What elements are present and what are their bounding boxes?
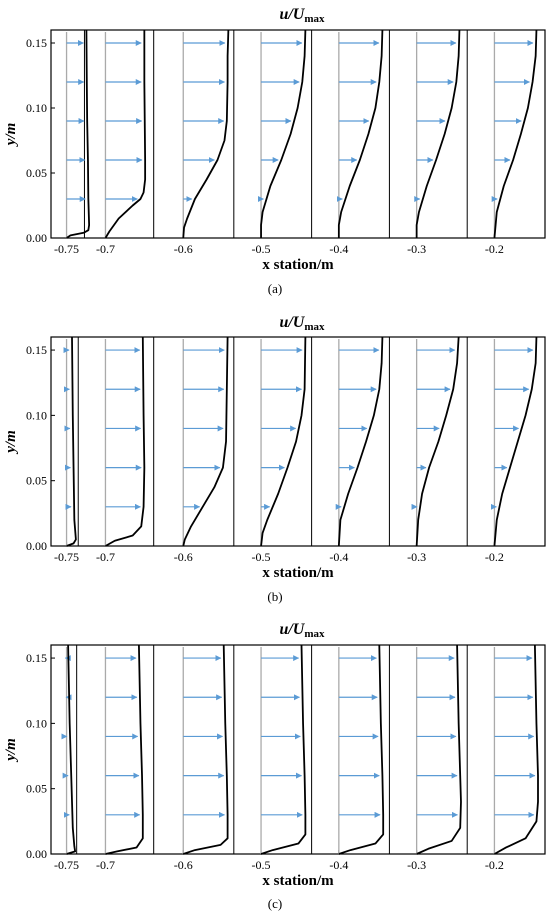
station-5: [411, 336, 460, 547]
velocity-profile: [493, 29, 538, 239]
x-tick-label: -0.2: [485, 550, 504, 564]
station-6: [493, 644, 539, 855]
x-axis-label: x station/m: [262, 873, 334, 889]
y-tick-label: 0.15: [26, 651, 47, 665]
station-2: [182, 336, 229, 547]
velocity-profile: [182, 29, 230, 239]
y-tick-label: 0.10: [26, 716, 47, 730]
y-tick-label: 0.00: [26, 231, 47, 245]
chart-title: u/Umax: [279, 621, 325, 640]
y-axis-label: y/m: [3, 738, 19, 763]
y-tick-label: 0.00: [26, 847, 47, 861]
x-axis-label: x station/m: [262, 257, 334, 273]
panel-caption: (a): [268, 281, 282, 296]
x-tick-label: -0.6: [174, 550, 193, 564]
station-2: [182, 29, 230, 239]
station-3: [260, 644, 307, 855]
panel-c: u/Umax 0.00 0.05 0.10 0.15 -0.75 -0.7 -0.6 -0.5 -…: [3, 621, 546, 911]
panel-b: u/Umax 0.00 0.05 0.10 0.15 -0.75 -0.7 -0.6 -0.5 -…: [3, 314, 546, 604]
velocity-profile: [338, 644, 385, 855]
station-0: [63, 336, 77, 547]
station-1: [104, 30, 147, 239]
velocity-profile: [105, 644, 144, 855]
velocity-profile: [260, 29, 307, 238]
velocity-profile: [105, 336, 146, 547]
velocity-profile: [493, 644, 539, 855]
station-5: [415, 644, 462, 855]
y-tick-label: 0.10: [26, 101, 47, 115]
x-tick-label: -0.3: [407, 858, 426, 872]
x-tick-label: -0.5: [252, 550, 271, 564]
velocity-profile: [337, 29, 384, 238]
chart-title: u/Umax: [279, 6, 325, 25]
x-tick-label: -0.2: [485, 858, 504, 872]
velocity-profile: [260, 644, 307, 855]
x-axis-label: x station/m: [262, 565, 334, 581]
x-tick-label: -0.75: [54, 242, 79, 256]
station-4: [335, 336, 384, 547]
velocity-profile: [66, 336, 77, 547]
station-2: [182, 644, 229, 855]
velocity-profile: [182, 336, 229, 547]
panel-caption: (c): [268, 896, 282, 911]
panel-a: u/Umax 0.00 0.05 0.10 0.15 -0.75 -0.7 -0.6 -0.5 -…: [3, 6, 546, 296]
station-6: [490, 336, 538, 547]
velocity-profile: [337, 336, 384, 547]
y-tick-label: 0.00: [26, 539, 47, 553]
plot-frame: [50, 29, 546, 239]
velocity-profile: [66, 29, 91, 239]
x-tick-label: -0.75: [54, 858, 79, 872]
station-4: [336, 29, 384, 238]
x-tick-label: -0.4: [329, 242, 348, 256]
x-tick-label: -0.2: [485, 242, 504, 256]
velocity-profile: [104, 30, 147, 239]
station-0: [61, 644, 77, 855]
x-tick-label: -0.5: [252, 858, 271, 872]
x-tick-label: -0.4: [329, 550, 348, 564]
station-0: [65, 29, 91, 239]
y-tick-label: 0.10: [26, 408, 47, 422]
y-tick-label: 0.05: [26, 474, 47, 488]
y-axis-label: y/m: [3, 123, 19, 148]
x-tick-label: -0.4: [329, 858, 348, 872]
station-3: [257, 29, 307, 238]
plot-frame: [50, 336, 546, 547]
x-tick-label: -0.7: [96, 858, 115, 872]
chart-title: u/Umax: [279, 314, 325, 333]
panel-caption: (b): [267, 589, 282, 604]
velocity-profile: [493, 336, 538, 547]
plot-frame: [50, 644, 546, 855]
x-tick-label: -0.75: [54, 550, 79, 564]
station-3: [260, 336, 307, 547]
x-tick-label: -0.6: [174, 242, 193, 256]
station-1: [104, 336, 146, 547]
velocity-profile: [182, 644, 229, 855]
velocity-profile: [66, 644, 77, 855]
y-tick-label: 0.05: [26, 782, 47, 796]
y-tick-label: 0.15: [26, 36, 47, 50]
station-1: [104, 644, 144, 855]
station-4: [338, 644, 385, 855]
x-tick-label: -0.6: [174, 858, 193, 872]
x-tick-label: -0.7: [96, 242, 115, 256]
x-tick-label: -0.3: [407, 242, 426, 256]
station-5: [414, 29, 461, 238]
x-tick-label: -0.3: [407, 550, 426, 564]
velocity-profile: [415, 29, 461, 238]
velocity-profile: [415, 336, 460, 547]
y-axis-label: y/m: [3, 430, 19, 455]
velocity-profile: [416, 644, 462, 855]
velocity-profile: [260, 336, 307, 547]
x-tick-label: -0.7: [96, 550, 115, 564]
x-tick-label: -0.5: [252, 242, 271, 256]
station-6: [491, 29, 538, 239]
y-tick-label: 0.05: [26, 166, 47, 180]
y-tick-label: 0.15: [26, 343, 47, 357]
